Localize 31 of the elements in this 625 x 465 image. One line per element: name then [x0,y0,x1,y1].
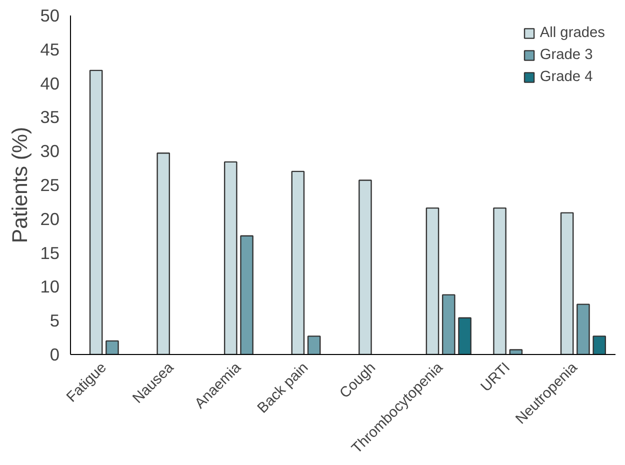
bar [493,207,506,354]
bar [224,161,238,354]
legend-label: Grade 3 [540,47,593,63]
y-tick-label: 20 [40,208,60,229]
bar [89,70,103,354]
bar [358,180,372,354]
y-tick-label: 0 [50,344,60,364]
legend-label: All grades [540,25,605,41]
bar [560,212,574,354]
legend-label: Grade 4 [540,69,593,85]
y-tick-label: 35 [40,107,60,128]
bar [291,170,305,354]
bar [592,336,606,354]
y-tick-label: 40 [40,73,60,94]
y-tick-label: 45 [40,39,60,60]
bar [307,336,321,354]
y-tick-label: 25 [40,175,60,195]
bar [458,317,472,354]
bar [442,294,456,354]
bar [156,152,170,354]
y-tick-label: 50 [40,6,60,26]
y-tick-label: 5 [50,310,60,331]
y-tick-label: 30 [40,141,60,162]
bar [240,235,254,354]
bar [509,349,523,354]
bar [106,340,119,354]
y-axis-title: Patients (%) [8,126,32,244]
y-tick-label: 15 [40,242,60,263]
y-tick-label: 10 [40,276,60,297]
bar [576,304,590,354]
bar [426,207,440,354]
